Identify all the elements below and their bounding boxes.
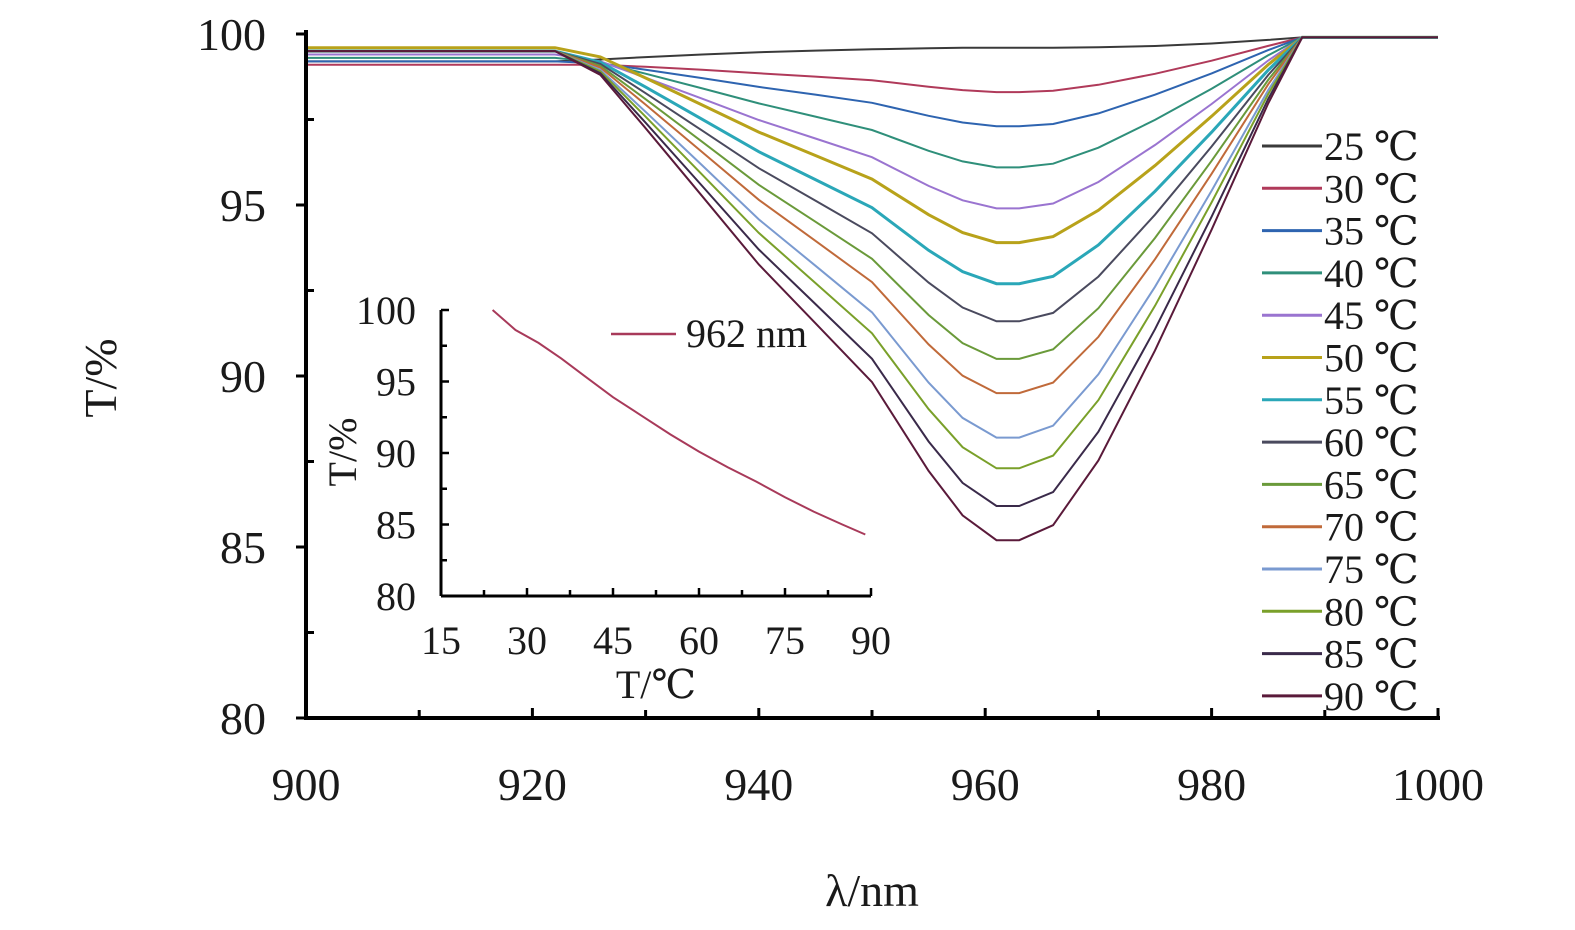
series-line-4 xyxy=(306,36,1438,169)
inset-x-tick-label: 45 xyxy=(593,618,633,663)
legend-label-3: 35 ℃ xyxy=(1324,209,1419,254)
main-y-tick-label: 90 xyxy=(220,351,266,402)
main-y-tick-label: 85 xyxy=(220,522,266,573)
inset-series-line-1 xyxy=(491,309,866,536)
inset-y-tick-labels: 80 85 90 95 100 xyxy=(356,288,416,619)
inset-x-tick-label: 60 xyxy=(679,618,719,663)
main-x-tick-labels: 900 920 940 960 980 1000 xyxy=(272,759,1485,810)
series-line-8 xyxy=(306,36,1438,323)
legend-label-1: 25 ℃ xyxy=(1324,124,1419,169)
series-line-14 xyxy=(306,36,1438,542)
legend-label-10: 70 ℃ xyxy=(1324,505,1419,550)
inset-x-tick-label: 75 xyxy=(765,618,805,663)
main-y-axis-title: T/% xyxy=(75,338,126,417)
main-x-tick-label: 900 xyxy=(272,759,341,810)
legend-label-2: 30 ℃ xyxy=(1324,166,1419,211)
series-line-10 xyxy=(306,36,1438,395)
main-axes xyxy=(296,30,1440,720)
inset-y-tick-label: 95 xyxy=(376,360,416,405)
inset-x-axis-title: T/℃ xyxy=(616,662,696,707)
main-x-tick-label: 980 xyxy=(1177,759,1246,810)
inset-x-tick-label: 30 xyxy=(507,618,547,663)
series-line-2 xyxy=(306,36,1438,94)
inset-x-tick-label: 90 xyxy=(851,618,891,663)
main-y-tick-label: 80 xyxy=(220,693,266,744)
legend-label-13: 85 ℃ xyxy=(1324,632,1419,677)
legend-label-7: 55 ℃ xyxy=(1324,378,1419,423)
legend: 25 ℃30 ℃35 ℃40 ℃45 ℃50 ℃55 ℃60 ℃65 ℃70 ℃… xyxy=(1262,124,1419,719)
inset-x-tick-labels: 15 30 45 60 75 90 xyxy=(421,618,891,663)
inset-x-tick-label: 15 xyxy=(421,618,461,663)
legend-label-14: 90 ℃ xyxy=(1324,674,1419,719)
inset-plot: 15 30 45 60 75 90 80 85 90 95 100 T/℃ T/% 962 nm xyxy=(320,288,891,707)
inset-y-tick-label: 85 xyxy=(376,503,416,548)
inset-series-group xyxy=(491,309,866,536)
legend-label-4: 40 ℃ xyxy=(1324,251,1419,296)
main-series-group xyxy=(306,35,1438,542)
main-x-tick-label: 920 xyxy=(498,759,567,810)
legend-label-11: 75 ℃ xyxy=(1324,547,1419,592)
inset-legend: 962 nm xyxy=(611,311,807,356)
inset-y-tick-label: 80 xyxy=(376,574,416,619)
main-x-tick-label: 1000 xyxy=(1392,759,1484,810)
main-y-tick-label: 100 xyxy=(197,9,266,60)
legend-label-9: 65 ℃ xyxy=(1324,462,1419,507)
inset-y-tick-label: 90 xyxy=(376,431,416,476)
legend-label-5: 45 ℃ xyxy=(1324,293,1419,338)
inset-y-tick-label: 100 xyxy=(356,288,416,333)
inset-legend-label: 962 nm xyxy=(686,311,807,356)
main-y-tick-label: 95 xyxy=(220,180,266,231)
series-line-3 xyxy=(306,36,1438,128)
series-line-1 xyxy=(306,36,1438,63)
series-line-7 xyxy=(306,35,1438,286)
main-x-axis-title: λ/nm xyxy=(825,865,919,916)
legend-label-6: 50 ℃ xyxy=(1324,336,1419,381)
inset-axes xyxy=(439,308,873,598)
main-plot: 900 920 940 960 980 1000 80 85 90 95 100 λ/nm T/% xyxy=(75,9,1484,916)
main-x-tick-label: 940 xyxy=(724,759,793,810)
main-y-tick-labels: 80 85 90 95 100 xyxy=(197,9,266,744)
legend-label-8: 60 ℃ xyxy=(1324,420,1419,465)
main-x-tick-label: 960 xyxy=(951,759,1020,810)
legend-label-12: 80 ℃ xyxy=(1324,589,1419,634)
inset-y-axis-title: T/% xyxy=(320,418,365,487)
